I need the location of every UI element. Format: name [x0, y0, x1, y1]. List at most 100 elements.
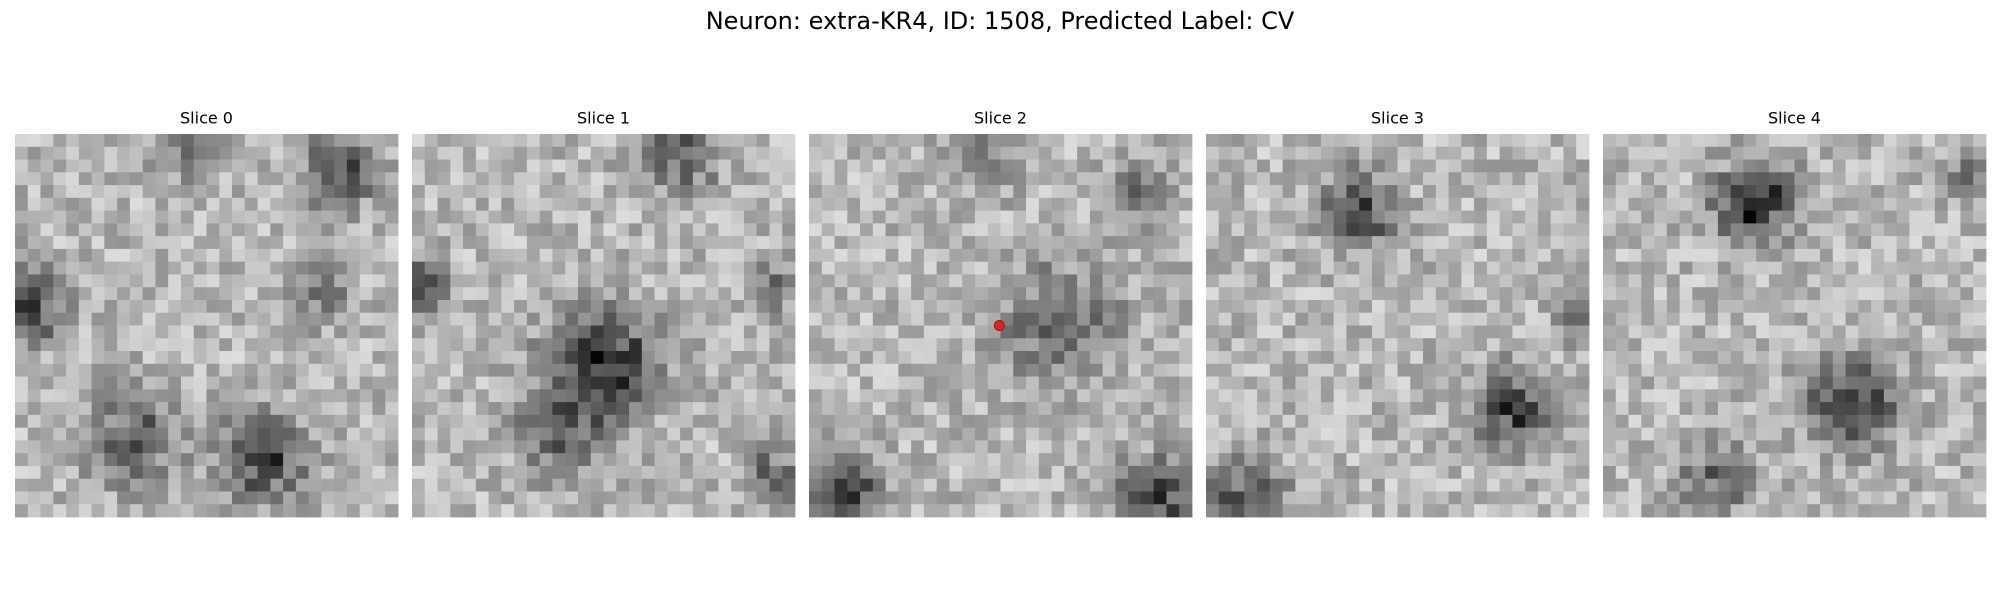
pixel [898, 146, 912, 160]
pixel [1102, 440, 1116, 454]
pixel [1641, 248, 1655, 263]
pixel [40, 376, 54, 390]
pixel [1512, 274, 1526, 288]
pixel [53, 427, 67, 441]
pixel [1807, 402, 1821, 416]
pixel [1794, 223, 1808, 237]
pixel [1705, 236, 1719, 250]
pixel [232, 478, 246, 492]
pixel [1973, 146, 1987, 160]
pixel [641, 440, 655, 454]
pixel [27, 351, 41, 365]
pixel [1346, 248, 1360, 263]
pixel [1282, 210, 1296, 224]
pixel [1550, 351, 1564, 365]
pixel [667, 389, 681, 403]
pixel [27, 299, 41, 314]
pixel [603, 325, 617, 339]
pixel [962, 363, 976, 377]
pixel [1064, 134, 1078, 148]
pixel [514, 453, 528, 467]
pixel [1550, 172, 1564, 186]
pixel [1308, 172, 1322, 186]
pixel [514, 287, 528, 301]
pixel [1089, 440, 1104, 454]
pixel [15, 351, 29, 365]
pixel [1512, 504, 1526, 518]
pixel [1743, 146, 1757, 160]
pixel [1231, 491, 1245, 505]
pixel [1576, 325, 1590, 339]
pixel [782, 197, 796, 211]
pixel [334, 402, 348, 416]
pixel [1525, 363, 1539, 377]
pixel [437, 197, 451, 211]
pixel [372, 363, 386, 377]
pixel [244, 351, 258, 365]
pixel [590, 414, 604, 429]
pixel [1512, 197, 1526, 211]
pixel [1525, 453, 1539, 467]
pixel [629, 351, 643, 365]
pixel [270, 402, 284, 416]
pixel [1038, 402, 1052, 416]
pixel [1947, 491, 1961, 505]
pixel [1576, 172, 1590, 186]
pixel [577, 389, 592, 403]
pixel [1525, 504, 1539, 518]
pixel [1115, 465, 1129, 480]
pixel [1717, 312, 1732, 326]
pixel [1666, 414, 1680, 429]
pixel [911, 491, 925, 505]
pixel [1756, 185, 1770, 199]
pixel [526, 440, 541, 454]
pixel [219, 465, 233, 480]
pixel [308, 338, 322, 352]
pixel [1102, 325, 1116, 339]
pixel [1359, 351, 1373, 365]
pixel [15, 376, 29, 390]
pixel [1807, 504, 1821, 518]
pixel [334, 248, 348, 263]
pixel [1794, 287, 1808, 301]
pixel [1756, 453, 1770, 467]
pixel [1768, 491, 1783, 505]
pixel [1102, 363, 1116, 377]
pixel [1423, 312, 1437, 326]
pixel [1461, 185, 1475, 199]
pixel [1845, 351, 1859, 365]
pixel [66, 389, 80, 403]
pixel [962, 159, 976, 173]
pixel [1807, 159, 1821, 173]
pixel [1563, 414, 1577, 429]
pixel [1666, 440, 1680, 454]
pixel [1000, 427, 1014, 441]
pixel [1960, 236, 1974, 250]
pixel [1641, 491, 1655, 505]
pixel [872, 197, 886, 211]
pixel [705, 159, 719, 173]
pixel [987, 197, 1001, 211]
pixel [705, 172, 719, 186]
pixel [1128, 389, 1142, 403]
pixel [193, 427, 207, 441]
pixel [539, 210, 553, 224]
pixel [1269, 414, 1283, 429]
pixel [885, 427, 899, 441]
pixel [1512, 210, 1526, 224]
pixel [962, 478, 976, 492]
pixel [1563, 389, 1577, 403]
pixel [1026, 478, 1040, 492]
pixel [809, 504, 823, 518]
pixel [1896, 299, 1910, 314]
pixel [743, 478, 758, 492]
pixel [1308, 248, 1322, 263]
pixel [1410, 389, 1424, 403]
pixel [552, 210, 566, 224]
pixel [1525, 248, 1539, 263]
pixel [424, 427, 438, 441]
pixel [1026, 414, 1040, 429]
pixel [1537, 465, 1552, 480]
pixel [705, 287, 719, 301]
pixel [104, 478, 118, 492]
